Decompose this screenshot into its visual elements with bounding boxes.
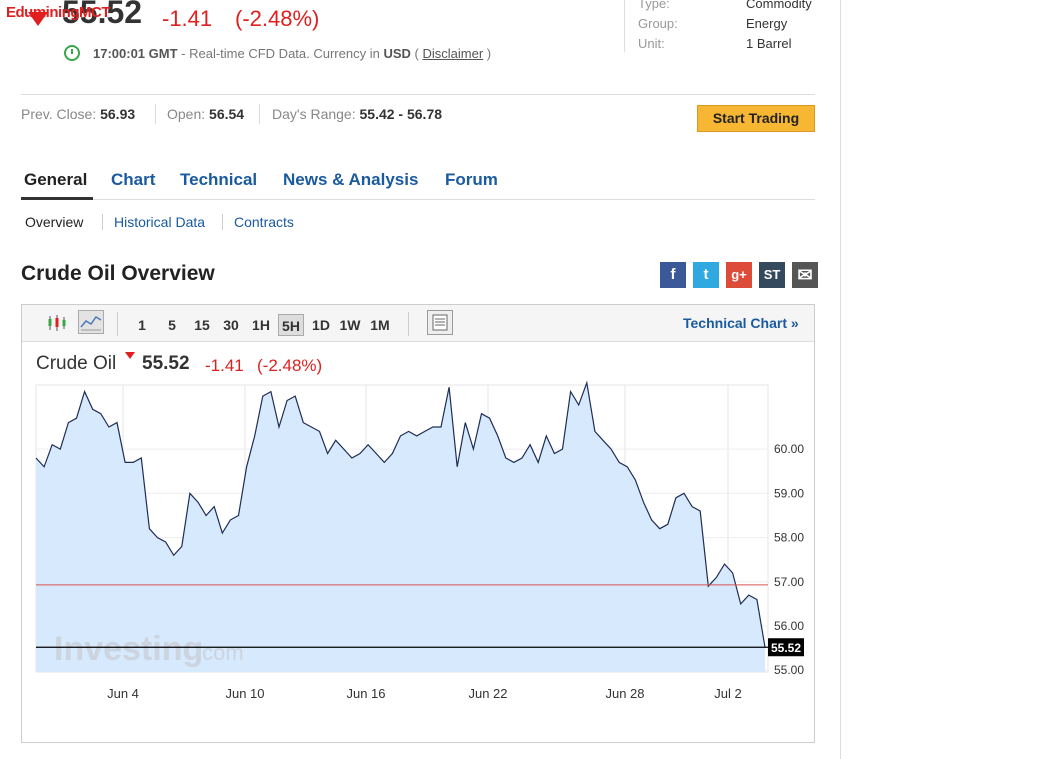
y-tick-label: 55.00 [774, 663, 804, 677]
y-tick-label: 56.00 [774, 619, 804, 633]
x-tick-label: Jun 10 [225, 686, 264, 701]
x-tick-label: Jul 2 [714, 686, 741, 701]
x-tick-label: Jun 28 [605, 686, 644, 701]
y-tick-label: 57.00 [774, 575, 804, 589]
x-tick-label: Jun 16 [346, 686, 385, 701]
last-price-label: 55.52 [771, 641, 801, 655]
investing-watermark: Investing [54, 630, 203, 668]
y-tick-label: 59.00 [774, 486, 804, 500]
y-tick-label: 58.00 [774, 531, 804, 545]
watermark-text: EduminingMCT [6, 4, 110, 21]
x-tick-label: Jun 22 [468, 686, 507, 701]
x-tick-label: Jun 4 [107, 686, 139, 701]
investing-watermark-suffix: .com [196, 640, 244, 665]
y-tick-label: 60.00 [774, 442, 804, 456]
